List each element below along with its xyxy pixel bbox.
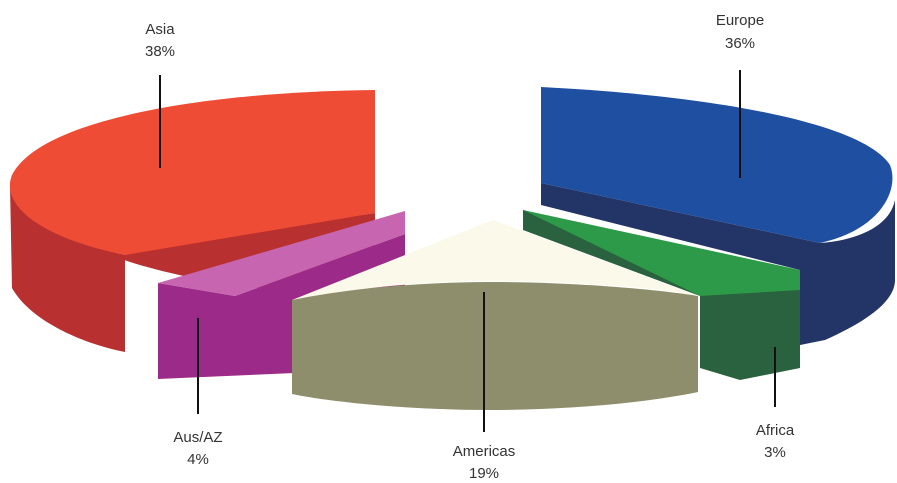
slice-asia-top	[9, 90, 375, 255]
label-aus-az: Aus/AZ	[173, 429, 222, 446]
slice-aus-az-top	[158, 211, 405, 296]
value-asia: 38%	[145, 43, 175, 60]
slice-americas	[292, 220, 698, 410]
slice-africa-top	[523, 210, 800, 296]
slice-europe	[541, 87, 895, 345]
slice-asia-side-lower	[10, 185, 125, 352]
label-europe: Europe	[716, 12, 764, 29]
label-asia: Asia	[145, 21, 175, 38]
value-africa: 3%	[764, 444, 786, 461]
slice-europe-top	[541, 87, 893, 243]
slice-americas-top	[292, 220, 698, 300]
slice-europe-side	[541, 183, 895, 345]
slice-americas-side	[292, 282, 698, 410]
value-aus-az: 4%	[187, 451, 209, 468]
value-europe: 36%	[725, 35, 755, 52]
value-americas: 19%	[469, 465, 499, 482]
label-americas: Americas	[453, 443, 516, 460]
slice-africa-side	[523, 210, 800, 380]
label-africa: Africa	[756, 422, 795, 439]
slice-africa	[523, 210, 800, 380]
